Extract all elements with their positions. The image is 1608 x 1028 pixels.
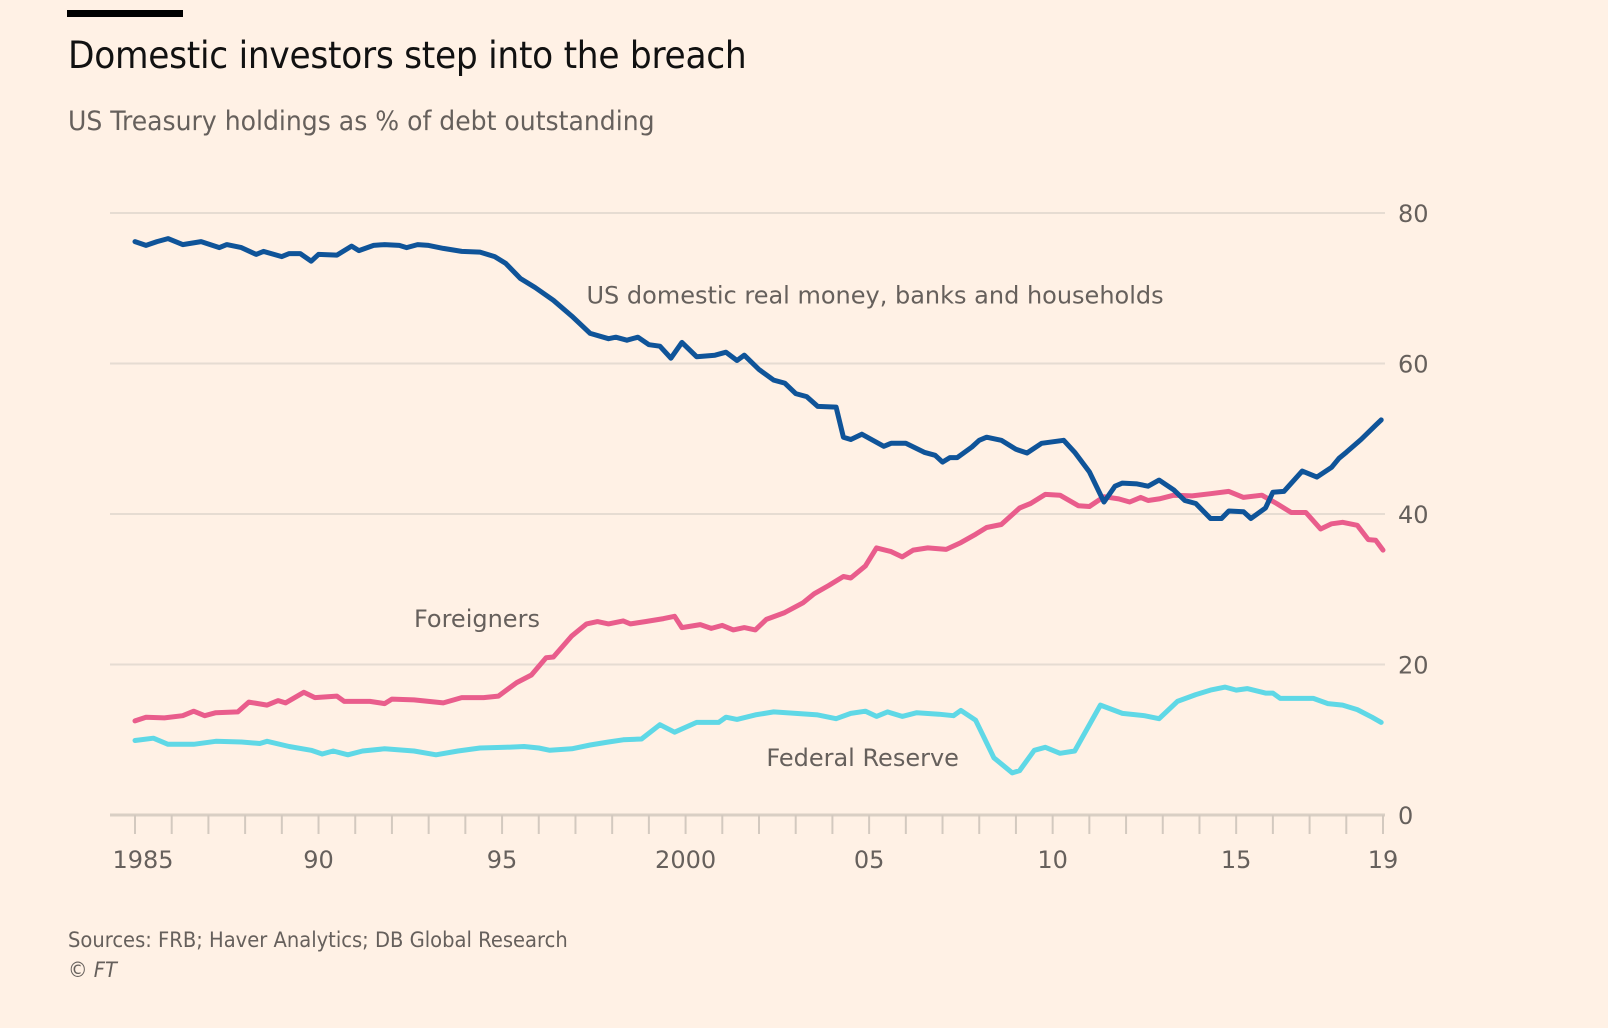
x-axis: 1985 90 95 2000 05 10 15 19 xyxy=(110,813,1399,874)
y-axis: 0 20 40 60 80 xyxy=(1398,200,1429,830)
x-tick-label-1990: 90 xyxy=(303,846,334,874)
copyright-brand: FT xyxy=(93,958,117,982)
series-lines xyxy=(132,236,1386,776)
x-tick-label-2015: 15 xyxy=(1221,846,1252,874)
y-tick-label-60: 60 xyxy=(1398,351,1429,379)
x-tick-label-1985: 1985 xyxy=(112,846,173,874)
y-tick-label-0: 0 xyxy=(1398,802,1413,830)
chart-title: Domestic investors step into the breach xyxy=(68,34,747,77)
gridlines xyxy=(110,212,1385,666)
y-tick-label-20: 20 xyxy=(1398,652,1429,680)
series-label-federal-reserve: Federal Reserve xyxy=(766,744,959,772)
source-note: Sources: FRB; Haver Analytics; DB Global… xyxy=(68,928,568,952)
series-line-us-domestic-real-money-banks-and-households xyxy=(132,236,1384,521)
x-tick-label-2000: 2000 xyxy=(655,846,716,874)
copyright-note: © FT xyxy=(68,958,117,982)
series-label-us-domestic-real-money-banks-and-households: US domestic real money, banks and househ… xyxy=(586,281,1163,309)
series-labels: Federal Reserve Foreigners US domestic rea… xyxy=(414,281,1164,772)
series-label-foreigners: Foreigners xyxy=(414,605,540,633)
y-tick-label-80: 80 xyxy=(1398,200,1429,228)
x-tick-label-2010: 10 xyxy=(1037,846,1068,874)
series-line-foreigners xyxy=(132,488,1386,724)
x-tick-label-1995: 95 xyxy=(487,846,518,874)
copyright-symbol: © xyxy=(68,958,88,982)
chart-subtitle: US Treasury holdings as % of debt outsta… xyxy=(68,106,655,137)
series-line-federal-reserve xyxy=(132,684,1384,776)
brand-accent-bar xyxy=(67,10,183,17)
x-tick-label-2005: 05 xyxy=(854,846,885,874)
x-tick-label-2019: 19 xyxy=(1368,846,1399,874)
y-tick-label-40: 40 xyxy=(1398,501,1429,529)
